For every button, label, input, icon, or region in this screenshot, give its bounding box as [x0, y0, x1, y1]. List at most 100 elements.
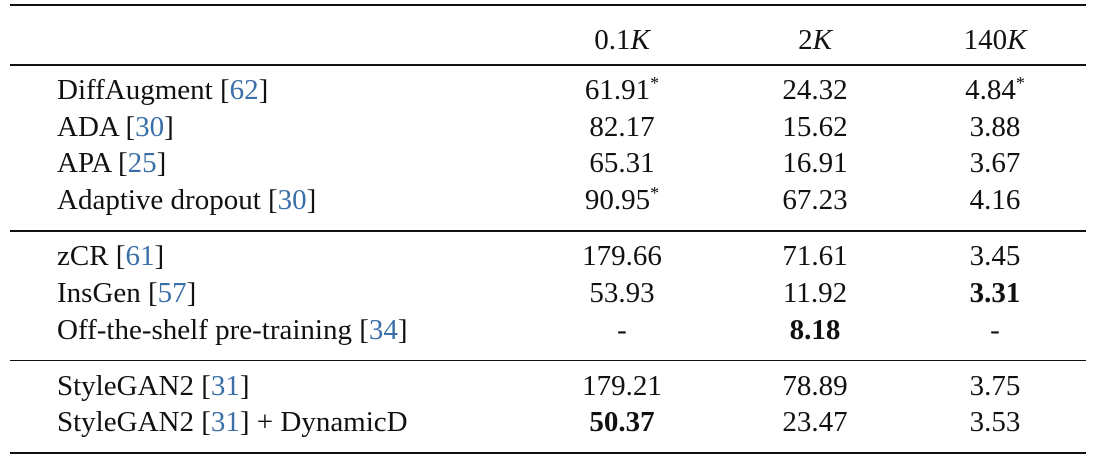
header-number: 2 [798, 24, 813, 56]
table-rule [10, 359, 1086, 361]
value-cell: 71.61 [782, 238, 847, 274]
header-variable: K [1007, 24, 1027, 56]
value-cell: 4.16 [970, 182, 1021, 218]
method-name: DiffAugment [ [57, 74, 230, 106]
value: 8.18 [789, 313, 841, 346]
method-name: APA [ [57, 147, 128, 180]
value: 3.75 [969, 369, 1021, 402]
method-suffix: ] [258, 74, 269, 106]
table-rule [10, 452, 1086, 455]
table-rule [10, 230, 1086, 232]
value-cell: 3.75 [970, 368, 1021, 404]
value: 65.31 [589, 147, 655, 180]
value: 24.32 [782, 74, 848, 106]
value: 3.67 [969, 147, 1021, 180]
value: 3.88 [969, 110, 1021, 143]
citation: 30 [135, 110, 165, 143]
value: 3.45 [969, 240, 1021, 273]
value-cell: 53.93 [589, 275, 654, 311]
value-cell: 61.91* [585, 72, 659, 108]
method-cell: zCR [61] [57, 238, 164, 274]
value-cell: 11.92 [783, 275, 847, 311]
value-cell: 23.47 [782, 404, 847, 440]
value: 23.47 [782, 406, 848, 439]
value-cell: 50.37 [589, 404, 654, 440]
column-header: 2K [798, 22, 832, 58]
value: 3.53 [969, 406, 1021, 439]
value: 71.61 [782, 240, 848, 273]
method-name: StyleGAN2 [ [57, 406, 211, 439]
method-name: ADA [ [57, 110, 136, 143]
header-variable: K [812, 24, 832, 56]
method-name: Adaptive dropout [ [57, 184, 278, 217]
value-cell: 82.17 [589, 109, 654, 145]
method-name: InsGen [ [57, 276, 158, 309]
citation: 31 [210, 406, 240, 439]
column-header: 0.1K [594, 22, 650, 58]
method-suffix: ] [156, 147, 167, 180]
value: 78.89 [782, 369, 848, 402]
value: 61.91 [584, 74, 651, 106]
value-cell: 179.66 [582, 238, 662, 274]
citation: 31 [210, 369, 240, 402]
method-cell: Adaptive dropout [30] [57, 182, 316, 218]
value-cell: 179.21 [582, 368, 662, 404]
footnote-mark: * [650, 73, 660, 93]
value-cell: 90.95* [585, 182, 659, 218]
value-cell: 3.45 [970, 238, 1021, 274]
value-cell: 24.32 [782, 72, 847, 108]
value: 16.91 [782, 147, 848, 180]
method-cell: ADA [30] [57, 109, 174, 145]
citation: 62 [229, 74, 259, 106]
method-cell: StyleGAN2 [31] [57, 368, 250, 404]
value-cell: 4.84* [965, 72, 1025, 108]
column-header: 140K [964, 22, 1027, 58]
value-cell: 3.88 [970, 109, 1021, 145]
value-cell: 65.31 [589, 145, 654, 181]
value-cell: - [617, 312, 627, 348]
value: 15.62 [782, 110, 848, 143]
value: 82.17 [589, 110, 655, 143]
method-suffix: ] [397, 313, 408, 346]
method-cell: InsGen [57] [57, 275, 196, 311]
value: 179.21 [582, 369, 662, 402]
value-cell: 8.18 [790, 312, 841, 348]
value-cell: 67.23 [782, 182, 847, 218]
value: - [990, 313, 1000, 346]
value-cell: 3.53 [970, 404, 1021, 440]
value-cell: 3.31 [970, 275, 1021, 311]
method-name: Off-the-shelf pre-training [ [57, 313, 369, 346]
value-cell: 78.89 [782, 368, 847, 404]
value-cell: - [990, 312, 1000, 348]
header-number: 0.1 [594, 24, 631, 56]
citation: 30 [277, 184, 307, 217]
method-cell: DiffAugment [62] [57, 72, 268, 108]
method-suffix: ] [186, 276, 197, 309]
method-suffix: ] [306, 184, 317, 217]
value: 179.66 [582, 240, 662, 273]
table-rule [10, 64, 1086, 66]
value-cell: 3.67 [970, 145, 1021, 181]
header-variable: K [630, 24, 650, 56]
value: 11.92 [782, 276, 848, 309]
footnote-mark: * [650, 183, 660, 204]
value: 3.31 [969, 276, 1021, 309]
method-suffix: ] [164, 110, 174, 143]
method-cell: APA [25] [57, 145, 166, 181]
method-suffix: ] + DynamicD [239, 406, 408, 439]
method-suffix: ] [154, 240, 165, 273]
header-number: 140 [963, 24, 1008, 56]
citation: 57 [157, 276, 187, 309]
method-cell: Off-the-shelf pre-training [34] [57, 312, 408, 348]
method-name: StyleGAN2 [ [57, 369, 211, 402]
value-cell: 16.91 [782, 145, 847, 181]
citation: 61 [125, 240, 155, 273]
citation: 34 [368, 313, 398, 346]
citation: 25 [127, 147, 157, 180]
method-cell: StyleGAN2 [31] + DynamicD [57, 404, 408, 440]
method-name: zCR [ [57, 240, 126, 273]
value: - [617, 313, 627, 346]
value: 4.16 [969, 184, 1021, 217]
method-suffix: ] [239, 369, 250, 402]
